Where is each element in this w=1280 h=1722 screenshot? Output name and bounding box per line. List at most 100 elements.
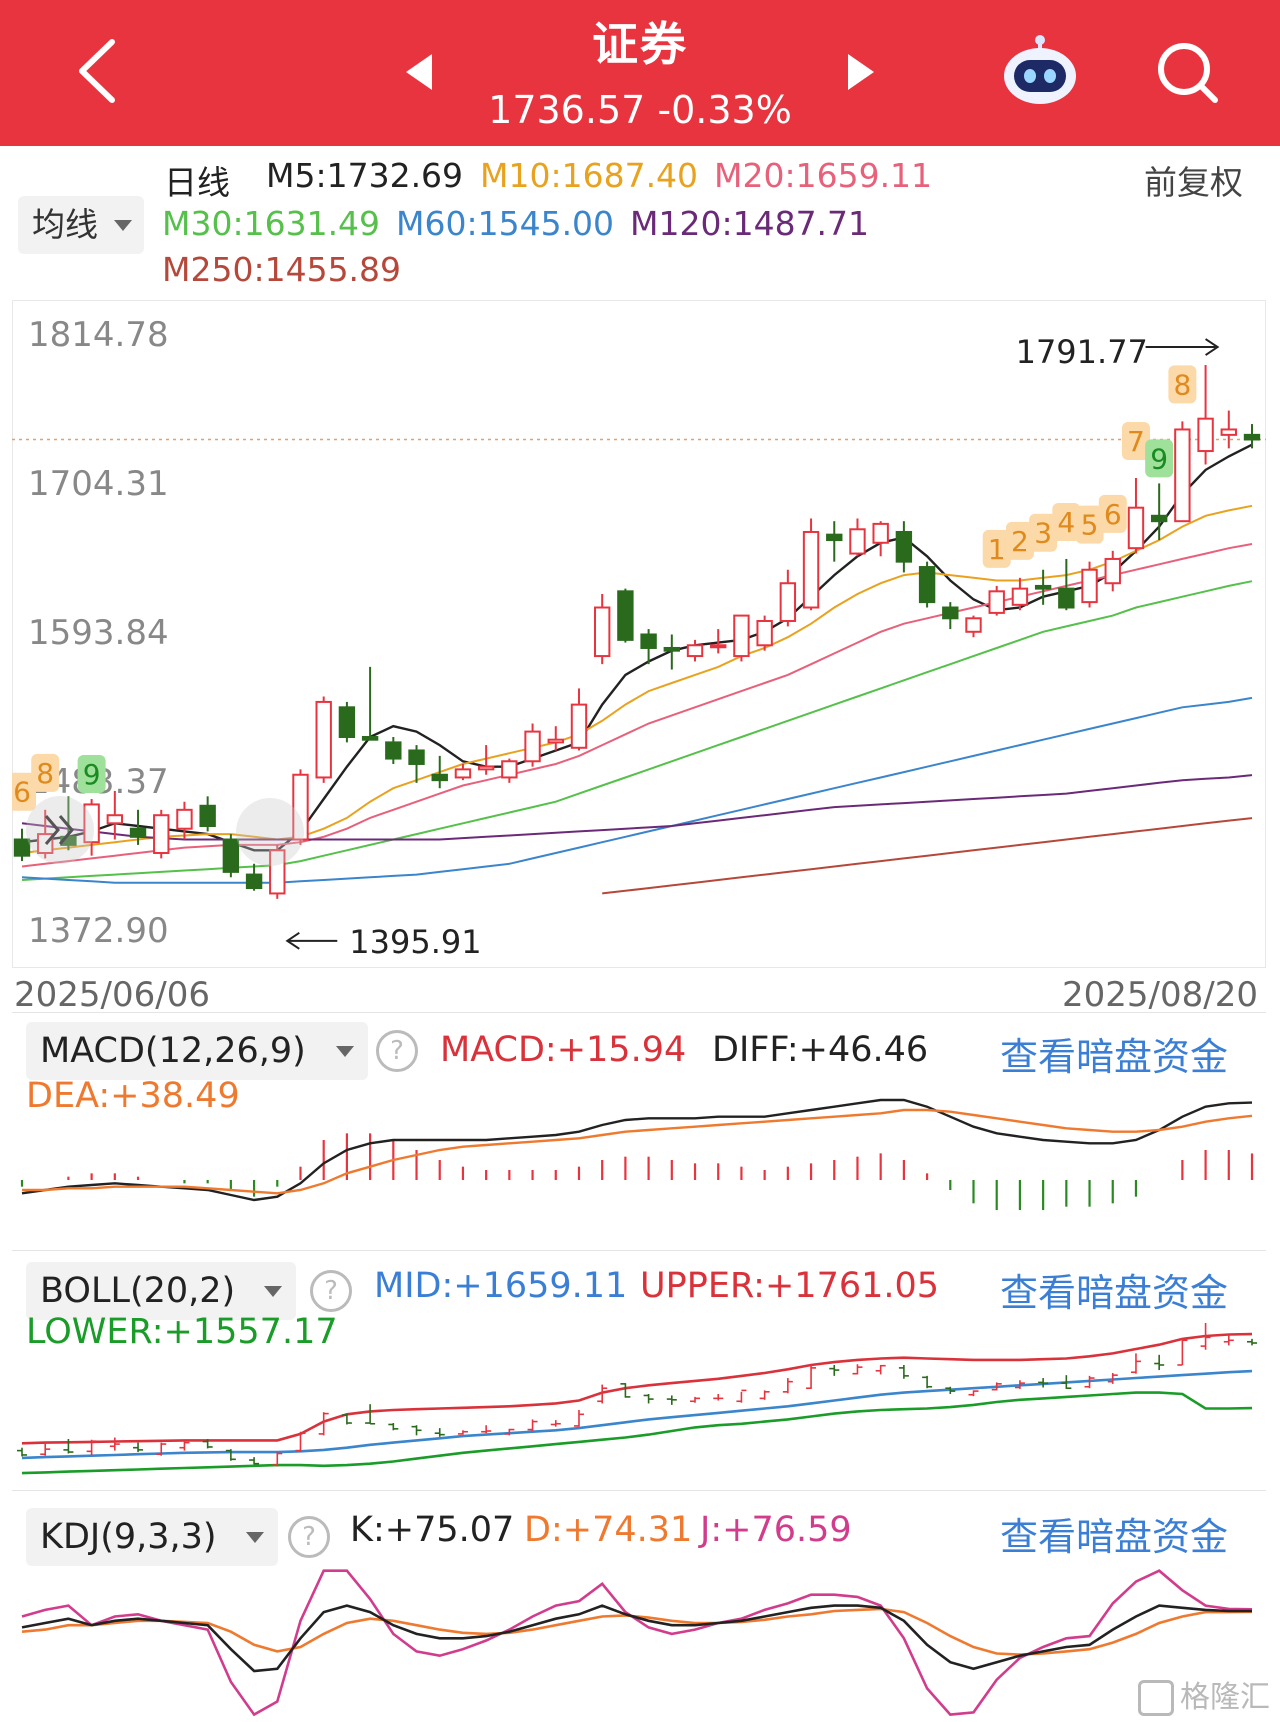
dark-pool-link[interactable]: 查看暗盘资金 — [1000, 1271, 1229, 1315]
sequence-mark-label: 9 — [1150, 442, 1168, 475]
candle-up — [710, 644, 727, 649]
chevron-down-icon — [114, 220, 132, 231]
ma-selector[interactable]: 均线 — [18, 196, 144, 254]
period-label[interactable]: 日线 — [164, 163, 230, 202]
dea-line — [22, 1108, 1253, 1195]
candle-down — [663, 646, 681, 652]
boll-selector[interactable]: BOLL(20,2) — [26, 1262, 296, 1320]
help-icon[interactable]: ? — [310, 1270, 352, 1312]
candle-up — [477, 765, 495, 771]
watermark-text: 格隆汇 — [1180, 1679, 1270, 1715]
kdj-j-line — [21, 1569, 1253, 1717]
ma60-value: M60:1545.00 — [396, 204, 615, 243]
candle-down — [245, 873, 263, 890]
help-icon[interactable]: ? — [288, 1516, 330, 1558]
sequence-mark-label: 7 — [1127, 425, 1145, 458]
candle-up — [686, 644, 704, 658]
sequence-mark-badge — [1052, 502, 1081, 541]
ma-line-m30 — [21, 580, 1253, 881]
candle-down — [1034, 584, 1052, 590]
boll-chart[interactable] — [12, 1300, 1266, 1480]
next-triangle-icon[interactable] — [846, 52, 876, 92]
candle-down — [361, 735, 379, 741]
candle-up — [1174, 428, 1191, 523]
ma-line-m60 — [21, 696, 1253, 884]
candle-up — [1220, 428, 1237, 436]
ma30-value: M30:1631.49 — [162, 204, 381, 243]
kdj-k-value: K:+75.07 — [350, 1510, 515, 1550]
candle-down — [431, 773, 448, 782]
boll-upper-value: UPPER:+1761.05 — [640, 1266, 940, 1306]
sequence-mark-label: 8 — [36, 757, 54, 790]
sequence-mark-badge — [12, 772, 36, 811]
candle-up — [106, 814, 124, 825]
low-price-label: 1395.91 — [349, 923, 481, 961]
dark-pool-link[interactable]: 查看暗盘资金 — [1000, 1035, 1229, 1079]
kdj-d-value: D:+74.31 — [524, 1510, 693, 1550]
chevron-down-icon — [246, 1532, 264, 1543]
kdj-chart[interactable] — [12, 1560, 1266, 1722]
sequence-mark-badge — [77, 755, 106, 794]
macd-selector[interactable]: MACD(12,26,9) — [26, 1022, 368, 1080]
candle-up — [570, 703, 588, 749]
candle-down — [1058, 587, 1075, 609]
dark-pool-link[interactable]: 查看暗盘资金 — [1000, 1515, 1229, 1559]
chevron-right-icon — [44, 815, 60, 845]
boll-lower-value: LOWER:+1557.17 — [26, 1312, 338, 1352]
boll-selector-label: BOLL(20,2) — [40, 1271, 236, 1311]
candle-up — [524, 730, 541, 763]
candle-up — [176, 808, 193, 830]
ma-line-m10 — [21, 504, 1253, 854]
sequence-mark-label: 1 — [988, 533, 1006, 566]
kdj-j-value: J:+76.59 — [700, 1510, 852, 1550]
y-tick-label: 1372.90 — [28, 911, 169, 951]
divider — [12, 1490, 1266, 1491]
candle-up — [849, 528, 866, 555]
candle-down — [1150, 514, 1168, 523]
sequence-mark-badge — [1145, 439, 1174, 478]
robot-assistant-icon[interactable] — [1000, 32, 1080, 108]
candle-down — [222, 838, 240, 873]
candle-up — [1197, 417, 1214, 453]
candle-up — [872, 522, 889, 544]
price-change: -0.33% — [657, 88, 792, 132]
macd-selector-label: MACD(12,26,9) — [40, 1031, 306, 1071]
candle-up — [965, 617, 982, 633]
candlestick-chart-frame[interactable] — [12, 300, 1266, 968]
sequence-mark-label: 6 — [1104, 498, 1122, 531]
divider — [12, 1250, 1266, 1251]
candlestick-chart[interactable]: 1814.781704.311593.841483.371372.901791.… — [12, 300, 1266, 968]
boll-mid-value: MID:+1659.11 — [374, 1266, 628, 1306]
candle-down — [1243, 433, 1261, 441]
sequence-mark-label: 5 — [1081, 509, 1099, 542]
candle-up — [779, 582, 797, 622]
candle-up — [1081, 568, 1098, 604]
sequence-mark-label: 8 — [1173, 368, 1191, 401]
watermark: 格隆汇 — [1138, 1672, 1270, 1716]
adjust-label[interactable]: 前复权 — [1144, 163, 1243, 202]
focus-circle-icon — [236, 798, 304, 866]
divider — [12, 1012, 1266, 1013]
candle-up — [547, 738, 564, 744]
help-icon[interactable]: ? — [376, 1030, 418, 1072]
page-title: 证券 — [592, 17, 688, 71]
macd-chart[interactable] — [12, 1072, 1266, 1242]
macd-value: MACD:+15.94 — [440, 1030, 687, 1070]
search-icon[interactable] — [1155, 40, 1221, 106]
candle-down — [640, 633, 657, 649]
candle-up — [292, 773, 309, 841]
ma250-value: M250:1455.89 — [162, 250, 402, 289]
y-tick-label: 1704.31 — [28, 464, 169, 504]
top-bar: 证券 1736.57 -0.33% — [0, 0, 1280, 146]
diff-value: DIFF:+46.46 — [712, 1030, 929, 1070]
ma-selector-label: 均线 — [32, 205, 98, 244]
price-quote: 1736.57 -0.33% — [0, 88, 1280, 132]
candle-up — [733, 614, 750, 658]
prev-triangle-icon[interactable] — [404, 52, 434, 92]
back-arrow-icon[interactable] — [72, 38, 122, 104]
kdj-selector[interactable]: KDJ(9,3,3) — [26, 1508, 278, 1566]
sequence-mark-label: 4 — [1057, 506, 1075, 539]
candle-up — [593, 606, 611, 658]
chevron-right-icon — [58, 815, 74, 845]
watermark-logo-icon — [1138, 1680, 1174, 1716]
